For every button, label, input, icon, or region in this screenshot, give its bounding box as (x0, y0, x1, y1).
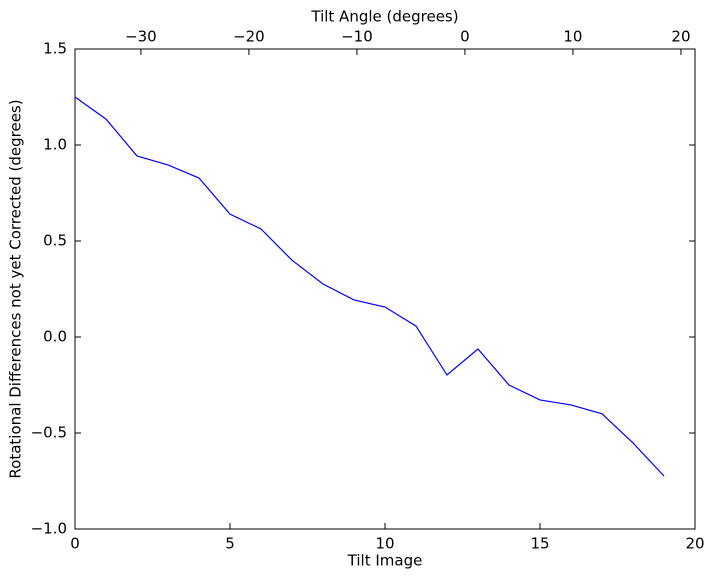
x2-tick-label: 10 (563, 28, 582, 46)
y-tick-label: 1.5 (43, 40, 67, 58)
y-tick-label: 0.5 (43, 232, 67, 250)
x2-axis-title: Tilt Angle (degrees) (310, 8, 458, 26)
x-tick-label: 5 (225, 535, 235, 553)
x-tick-label: 15 (530, 535, 549, 553)
y-tick-label: −0.5 (31, 424, 67, 442)
x2-tick-label: 20 (671, 28, 690, 46)
plot-frame (74, 48, 696, 530)
y-tick-label: 1.0 (43, 136, 67, 154)
y-axis-title: Rotational Differences not yet Corrected… (7, 99, 25, 478)
x2-tick-label: −30 (125, 28, 157, 46)
x-tick-label: 0 (70, 535, 80, 553)
x-tick-label: 10 (375, 535, 394, 553)
data-line (74, 96, 665, 477)
x2-tick-label: 0 (460, 28, 470, 46)
y-tick-label: −1.0 (31, 520, 67, 538)
x-tick-label: 20 (685, 535, 704, 553)
y-tick-label: 0.0 (43, 328, 67, 346)
x2-tick-label: −10 (341, 28, 373, 46)
x-axis-title: Tilt Image (347, 552, 423, 570)
x2-tick-label: −20 (233, 28, 265, 46)
